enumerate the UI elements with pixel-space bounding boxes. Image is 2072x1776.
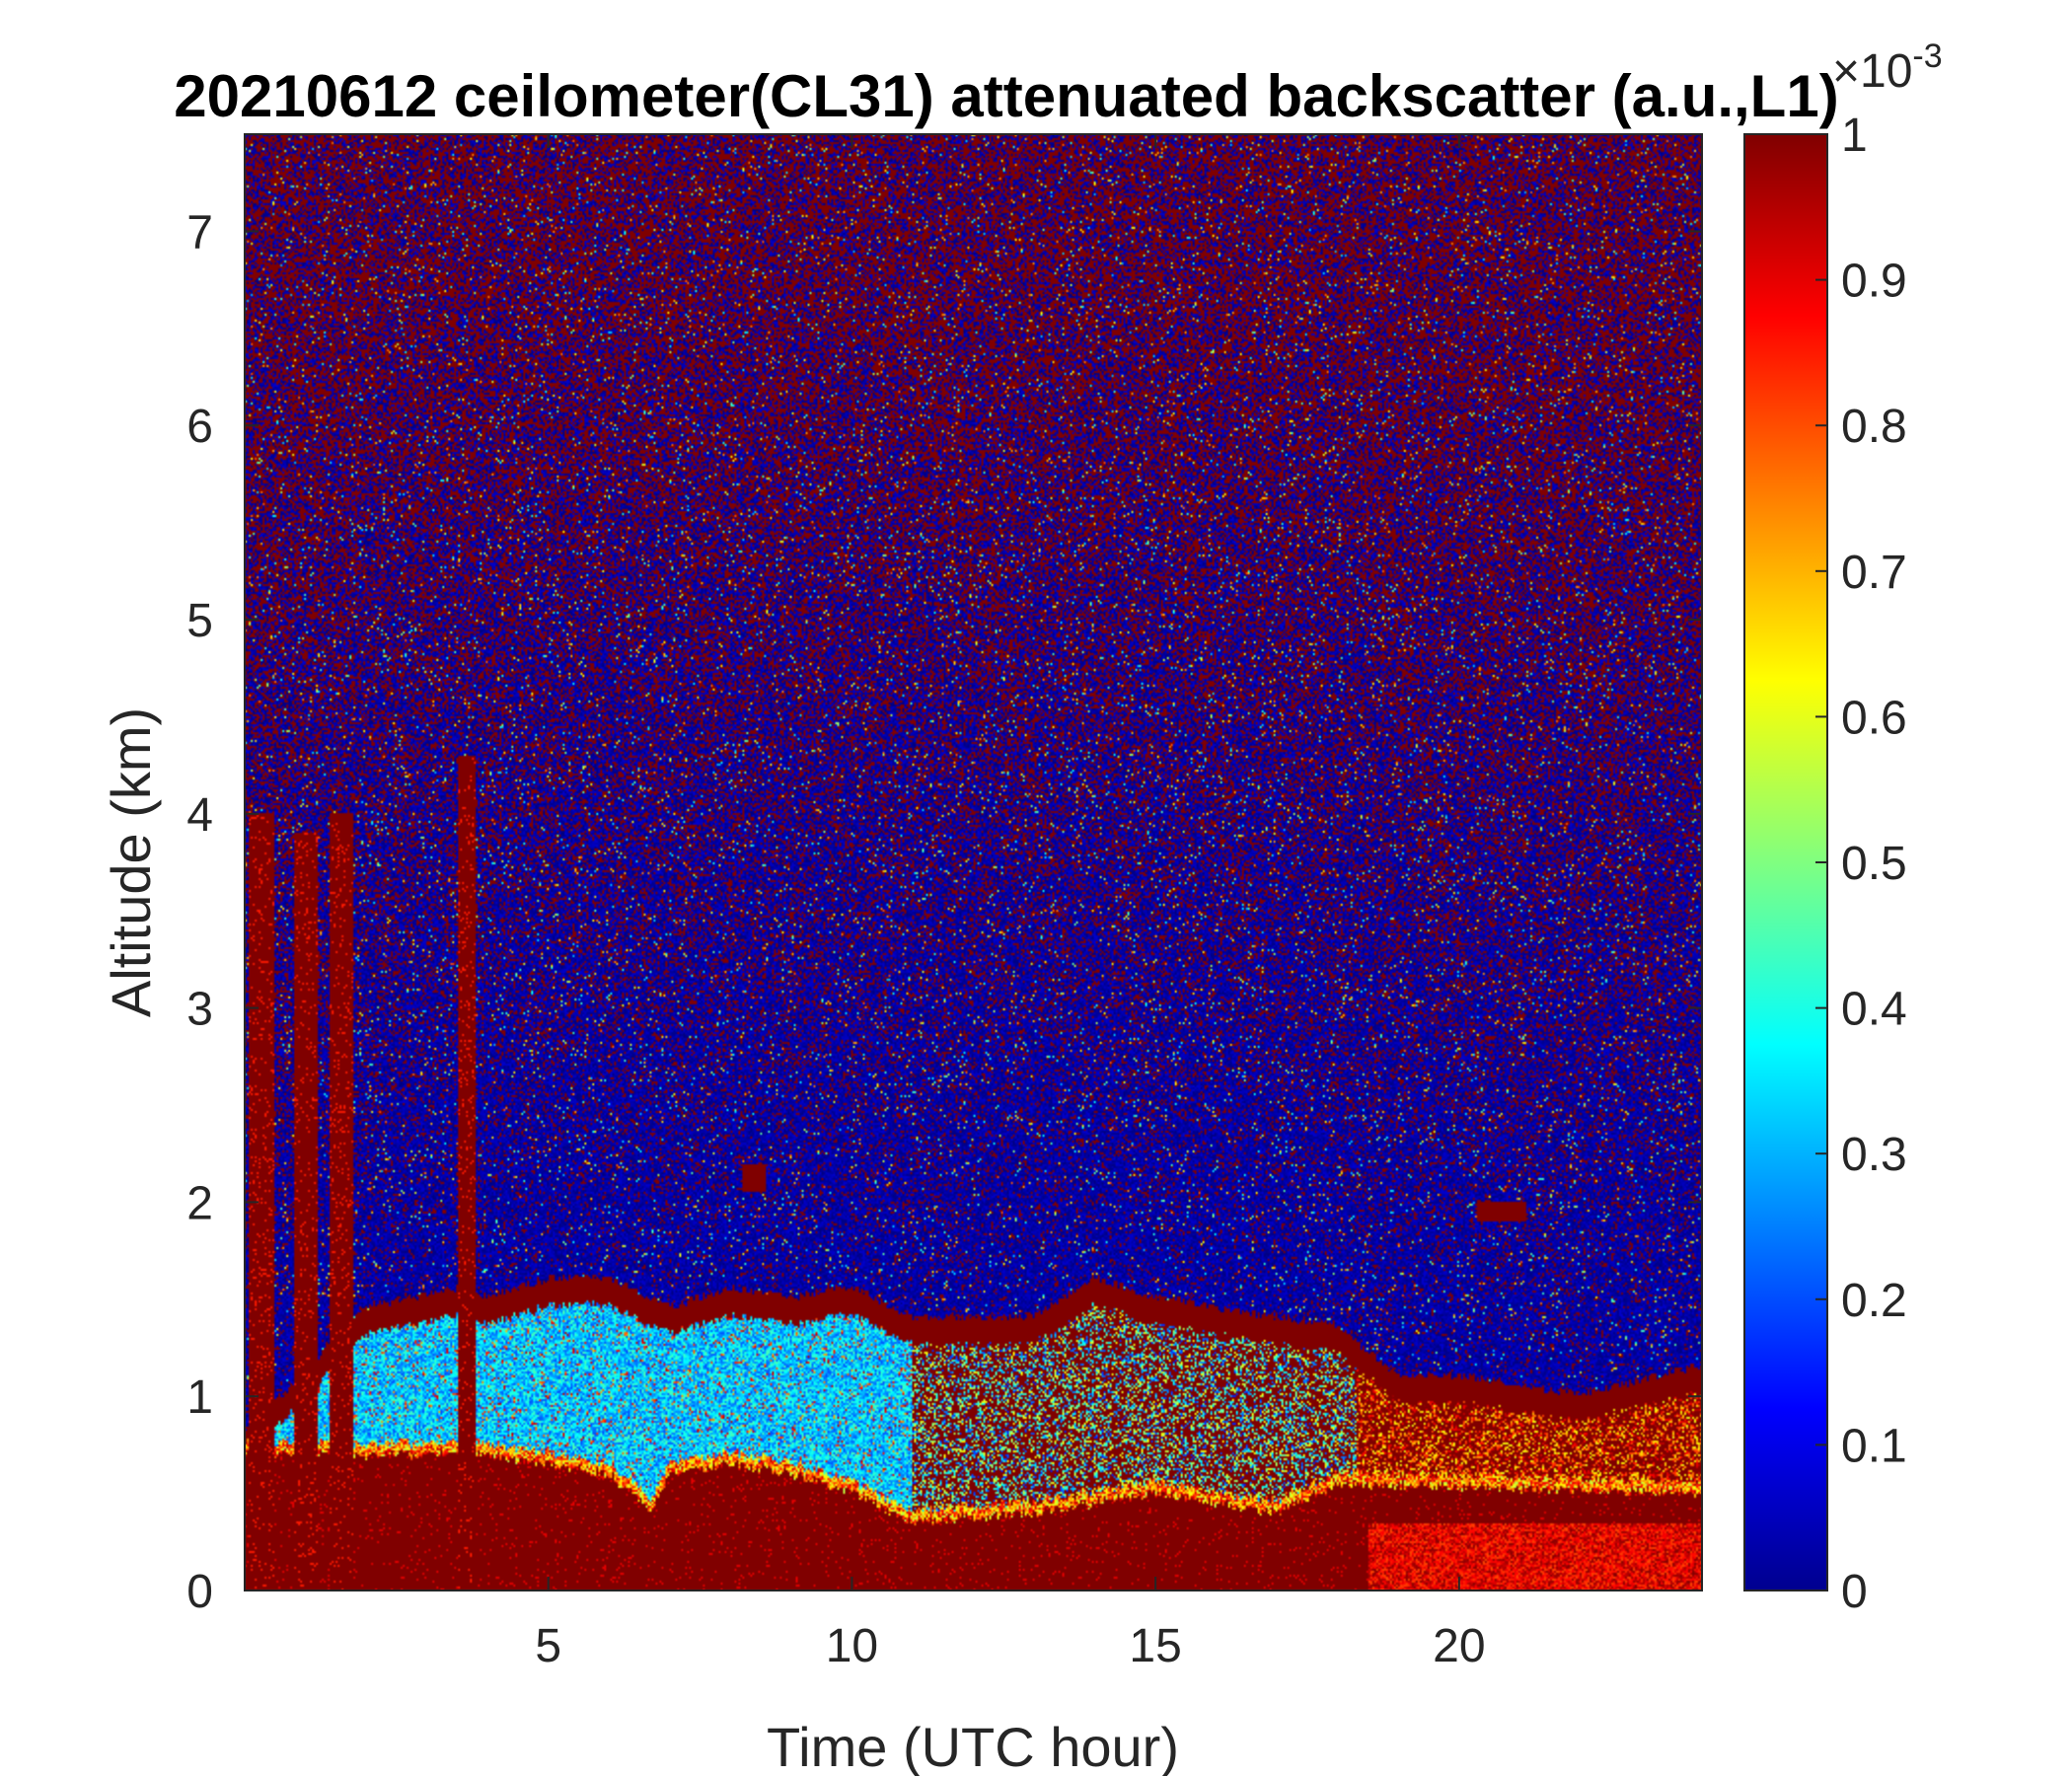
colorbar-tick-label: 0.7 xyxy=(1841,547,1907,599)
colorbar-tick-label: 0 xyxy=(1841,1566,1868,1618)
colorbar-tick-label: 0.5 xyxy=(1841,838,1907,890)
colorbar-exponent-base: ×10 xyxy=(1832,45,1912,98)
colorbar-tick-label: 0.3 xyxy=(1841,1129,1907,1181)
colorbar-tick-label: 0.9 xyxy=(1841,256,1907,308)
colorbar-tick-label: 0.6 xyxy=(1841,692,1907,744)
colorbar-exponent-power: -3 xyxy=(1912,37,1942,75)
y-tick-label: 3 xyxy=(186,984,213,1036)
x-axis: 5 10 15 20 xyxy=(535,134,1486,1672)
colorbar-tick-label: 0.2 xyxy=(1841,1275,1907,1327)
colorbar-exponent: ×10-3 xyxy=(1832,37,1943,98)
y-tick-label: 0 xyxy=(186,1566,213,1618)
chart-title: 20210612 ceilometer(CL31) attenuated bac… xyxy=(174,63,1838,129)
x-tick-label: 15 xyxy=(1129,1620,1181,1672)
colorbar-tick-label: 0.8 xyxy=(1841,401,1907,453)
x-tick-label: 5 xyxy=(535,1620,561,1672)
plot-frame xyxy=(244,133,1703,1591)
backscatter-heatmap xyxy=(245,134,1702,1591)
colorbar: 0 0.1 0.2 0.3 0.4 0.5 0.6 0.7 0.8 0.9 1 ×10-3 xyxy=(1743,37,1943,1618)
plot-area xyxy=(245,134,1702,1591)
y-axis-label: Altitude (km) xyxy=(100,707,162,1017)
y-axis: 0 1 2 3 4 5 6 7 xyxy=(186,206,1702,1618)
y-tick-label: 6 xyxy=(186,401,213,453)
colorbar-tick-label: 0.4 xyxy=(1841,984,1907,1036)
colorbar-gradient xyxy=(1744,134,1827,1591)
y-tick-label: 2 xyxy=(186,1177,213,1229)
x-tick-label: 10 xyxy=(826,1620,878,1672)
x-tick-label: 20 xyxy=(1433,1620,1485,1672)
y-tick-label: 5 xyxy=(186,595,213,647)
colorbar-tick-label: 0.1 xyxy=(1841,1420,1907,1472)
colorbar-ticks: 0 0.1 0.2 0.3 0.4 0.5 0.6 0.7 0.8 0.9 1 xyxy=(1815,110,1907,1618)
x-axis-label: Time (UTC hour) xyxy=(767,1716,1179,1776)
colorbar-tick-label: 1 xyxy=(1841,110,1868,162)
y-tick-label: 7 xyxy=(186,206,213,259)
y-tick-label: 1 xyxy=(186,1371,213,1424)
y-tick-label: 4 xyxy=(186,789,213,842)
